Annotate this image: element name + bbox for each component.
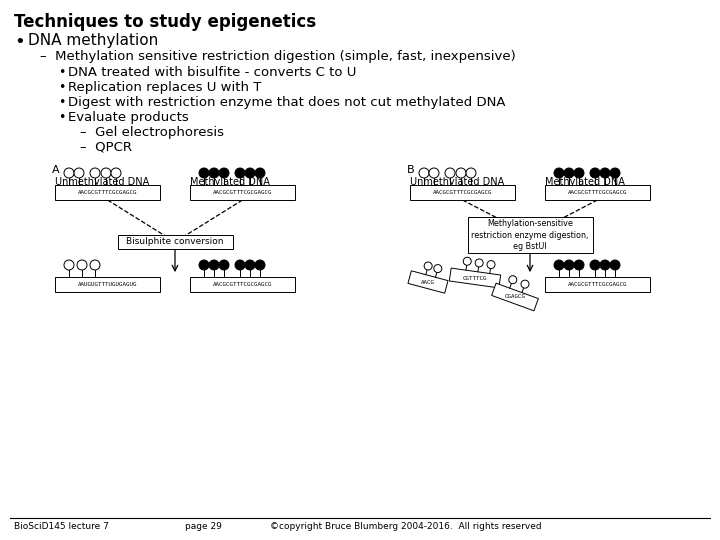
Text: Digest with restriction enzyme that does not cut methylated DNA: Digest with restriction enzyme that does… <box>68 96 505 109</box>
Text: •: • <box>58 111 66 124</box>
Circle shape <box>590 260 600 270</box>
Circle shape <box>463 257 472 265</box>
FancyBboxPatch shape <box>467 217 593 253</box>
Circle shape <box>219 260 229 270</box>
FancyBboxPatch shape <box>55 277 160 292</box>
FancyBboxPatch shape <box>55 185 160 200</box>
Circle shape <box>64 168 74 178</box>
Text: CGTTTCG: CGTTTCG <box>463 275 487 280</box>
Circle shape <box>77 260 87 270</box>
Text: –  Gel electrophoresis: – Gel electrophoresis <box>80 126 224 139</box>
Circle shape <box>574 168 584 178</box>
Circle shape <box>90 260 100 270</box>
Text: BioSciD145 lecture 7: BioSciD145 lecture 7 <box>14 522 109 531</box>
Circle shape <box>509 276 517 284</box>
Circle shape <box>456 168 466 178</box>
Circle shape <box>255 260 265 270</box>
Text: Unmethylated DNA: Unmethylated DNA <box>410 177 504 187</box>
FancyBboxPatch shape <box>117 235 233 249</box>
Text: Methylated DNA: Methylated DNA <box>190 177 270 187</box>
Text: AACGCGTTTCGCGAGCG: AACGCGTTTCGCGAGCG <box>212 282 272 287</box>
Text: –  QPCR: – QPCR <box>80 141 132 154</box>
Text: Bisulphite conversion: Bisulphite conversion <box>126 238 224 246</box>
Text: Methylated DNA: Methylated DNA <box>545 177 625 187</box>
FancyBboxPatch shape <box>190 277 295 292</box>
Circle shape <box>610 260 620 270</box>
Circle shape <box>434 265 442 273</box>
Circle shape <box>429 168 439 178</box>
Circle shape <box>245 260 255 270</box>
Circle shape <box>554 260 564 270</box>
Text: AACGCGTTTCGCGAGCG: AACGCGTTTCGCGAGCG <box>568 190 627 195</box>
FancyBboxPatch shape <box>492 283 539 311</box>
Text: CGAGCG: CGAGCG <box>505 294 526 300</box>
Text: •: • <box>58 81 66 94</box>
Text: DNA treated with bisulfite - converts C to U: DNA treated with bisulfite - converts C … <box>68 66 356 79</box>
Circle shape <box>610 168 620 178</box>
Text: AACGCGTTTCGCGAGCG: AACGCGTTTCGCGAGCG <box>212 190 272 195</box>
Circle shape <box>445 168 455 178</box>
Circle shape <box>111 168 121 178</box>
Text: B: B <box>407 165 415 175</box>
FancyBboxPatch shape <box>545 185 650 200</box>
Text: •: • <box>14 33 24 51</box>
Circle shape <box>74 168 84 178</box>
Circle shape <box>90 168 100 178</box>
Circle shape <box>475 259 483 267</box>
Circle shape <box>245 168 255 178</box>
Circle shape <box>209 168 219 178</box>
Text: DNA methylation: DNA methylation <box>28 33 158 48</box>
FancyBboxPatch shape <box>408 271 448 293</box>
FancyBboxPatch shape <box>410 185 515 200</box>
Circle shape <box>64 260 74 270</box>
FancyBboxPatch shape <box>190 185 295 200</box>
Circle shape <box>600 260 610 270</box>
FancyBboxPatch shape <box>449 268 500 288</box>
Text: AACGCGTTTCGCGAGCG: AACGCGTTTCGCGAGCG <box>433 190 492 195</box>
Circle shape <box>101 168 111 178</box>
Circle shape <box>255 168 265 178</box>
Circle shape <box>590 168 600 178</box>
Circle shape <box>564 260 574 270</box>
Circle shape <box>554 168 564 178</box>
Text: Methylation-sensitive
restriction enzyme digestion,
eg BstUI: Methylation-sensitive restriction enzyme… <box>472 219 589 251</box>
FancyBboxPatch shape <box>545 277 650 292</box>
Text: –  Methylation sensitive restriction digestion (simple, fast, inexpensive): – Methylation sensitive restriction dige… <box>40 50 516 63</box>
Text: Replication replaces U with T: Replication replaces U with T <box>68 81 261 94</box>
Circle shape <box>199 168 209 178</box>
Text: AACGCGTTTCGCGAGCG: AACGCGTTTCGCGAGCG <box>78 190 138 195</box>
Text: ©copyright Bruce Blumberg 2004-2016.  All rights reserved: ©copyright Bruce Blumberg 2004-2016. All… <box>270 522 541 531</box>
Circle shape <box>574 260 584 270</box>
Circle shape <box>235 168 245 178</box>
Text: •: • <box>58 96 66 109</box>
Circle shape <box>466 168 476 178</box>
Circle shape <box>521 280 529 288</box>
Circle shape <box>219 168 229 178</box>
Text: A: A <box>52 165 60 175</box>
Circle shape <box>424 262 432 270</box>
Circle shape <box>419 168 429 178</box>
Text: AACG: AACG <box>421 280 435 285</box>
Text: AAUGUGTTTUGUGAGUG: AAUGUGTTTUGUGAGUG <box>78 282 138 287</box>
Circle shape <box>235 260 245 270</box>
Text: Unmethylated DNA: Unmethylated DNA <box>55 177 149 187</box>
Text: Evaluate products: Evaluate products <box>68 111 189 124</box>
Text: Techniques to study epigenetics: Techniques to study epigenetics <box>14 13 316 31</box>
Circle shape <box>487 261 495 268</box>
Circle shape <box>199 260 209 270</box>
Circle shape <box>209 260 219 270</box>
Text: AACGCGTTTCGCGAGCG: AACGCGTTTCGCGAGCG <box>568 282 627 287</box>
Circle shape <box>564 168 574 178</box>
Circle shape <box>600 168 610 178</box>
Text: page 29: page 29 <box>185 522 222 531</box>
Text: •: • <box>58 66 66 79</box>
